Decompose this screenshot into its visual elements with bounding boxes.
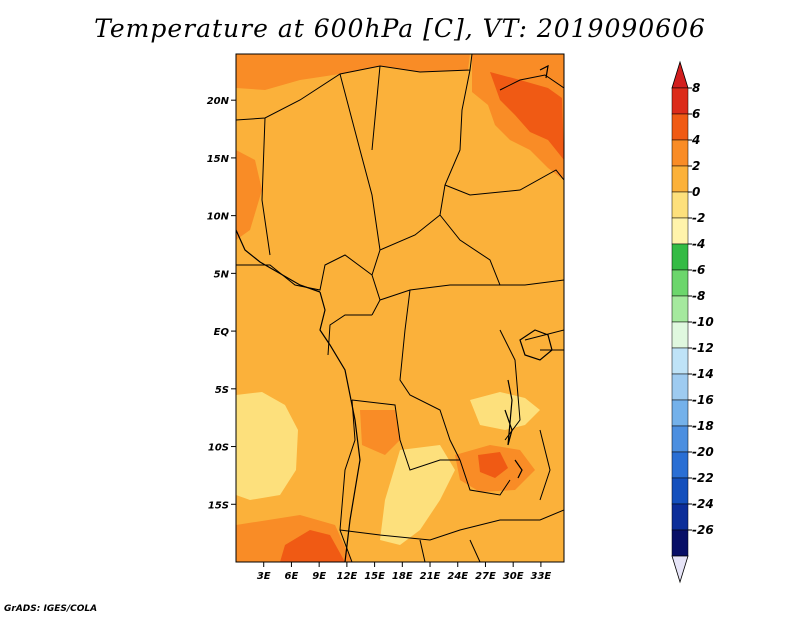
- hot-region-southwest-corner: [280, 530, 345, 562]
- lat-tick-label: EQ: [214, 327, 230, 338]
- warm-region-northeast-core: [490, 72, 564, 160]
- colorbar-segment: [671, 503, 689, 531]
- colorbar-segment: [671, 165, 689, 193]
- colorbar-segment: [671, 529, 689, 557]
- country-borders: [236, 54, 564, 562]
- chart-title: Temperature at 600hPa [C], VT: 201909060…: [94, 14, 706, 43]
- lat-tick-label: 10N: [207, 212, 230, 223]
- colorbar-label: -16: [692, 393, 714, 407]
- colorbar-segment: [671, 321, 689, 349]
- colorbar-segment: [671, 295, 689, 323]
- colorbar-label: 4: [691, 133, 700, 147]
- colorbar-segment: [671, 191, 689, 219]
- colorbar-lower-triangle: [671, 555, 689, 584]
- colorbar-segment: [671, 87, 689, 115]
- coastlines-and-lakes: [236, 64, 553, 562]
- lon-tick-label: 6E: [285, 571, 299, 582]
- colorbar-segment: [671, 425, 689, 453]
- colorbar-segment: [671, 477, 689, 505]
- colorbar-label: -24: [692, 497, 714, 511]
- colorbar-segment: [671, 451, 689, 479]
- warm-region-south-central: [360, 410, 400, 455]
- colorbar-segment: [671, 347, 689, 375]
- lat-tick-label: 10S: [208, 443, 229, 454]
- colorbar-segment: [671, 373, 689, 401]
- warm-region-north: [236, 54, 470, 90]
- colorbar-label: -4: [692, 237, 705, 251]
- colorbar-segment: [671, 217, 689, 245]
- colorbar-label: 6: [692, 107, 700, 121]
- lon-tick-label: 21E: [420, 571, 441, 582]
- colorbar-segment: [671, 399, 689, 427]
- lat-tick-label: 20N: [207, 96, 230, 107]
- lon-tick-label: 30E: [503, 571, 524, 582]
- colorbar-label: 2: [692, 159, 700, 173]
- colorbar-label: 8: [692, 81, 700, 95]
- footer-credit: GrADS: IGES/COLA: [4, 604, 98, 614]
- lon-tick-label: 33E: [531, 571, 552, 582]
- lon-tick-label: 12E: [336, 571, 357, 582]
- colorbar-label: -6: [692, 263, 705, 277]
- colorbar-label: -8: [692, 289, 705, 303]
- colorbar-label: -10: [692, 315, 714, 329]
- hot-spot-southeast: [478, 452, 508, 478]
- lat-tick-label: 15N: [207, 154, 230, 165]
- lon-tick-label: 27E: [475, 571, 496, 582]
- cool-region-south: [380, 445, 455, 545]
- colorbar-segment: [671, 139, 689, 167]
- lat-tick-label: 5N: [214, 269, 230, 280]
- colorbar-label: -20: [692, 445, 714, 459]
- lon-tick-label: 15E: [364, 571, 385, 582]
- colorbar-label: -12: [692, 341, 714, 355]
- colorbar-label: -26: [692, 523, 714, 537]
- lat-tick-label: 5S: [215, 385, 229, 396]
- colorbar-segment: [671, 113, 689, 141]
- colorbar-segment: [671, 269, 689, 297]
- colorbar-segment: [671, 243, 689, 271]
- longitude-axis: 3E 6E 9E 12E 15E 18E 21E 24E 27E 30E 33E: [257, 562, 552, 582]
- warm-region-west: [236, 150, 262, 240]
- lon-tick-label: 9E: [312, 571, 326, 582]
- lat-tick-label: 15S: [208, 500, 229, 511]
- latitude-axis: 20N 15N 10N 5N EQ 5S 10S 15S: [207, 96, 236, 511]
- colorbar: 8 6 4 2 0 -2 -4 -6 -8 -10 -12 -14 -16 -18 -20 -22 -24 -26: [671, 60, 714, 584]
- lon-tick-label: 3E: [257, 571, 271, 582]
- map-frame: [235, 53, 565, 563]
- lon-tick-label: 18E: [392, 571, 413, 582]
- colorbar-label: 0: [692, 185, 700, 199]
- temperature-field: [236, 54, 564, 562]
- lon-tick-label: 24E: [447, 571, 468, 582]
- colorbar-label: -22: [692, 471, 714, 485]
- colorbar-label: -2: [692, 211, 705, 225]
- colorbar-upper-triangle: [671, 60, 689, 89]
- colorbar-label: -14: [692, 367, 714, 381]
- cool-region-southwest: [236, 392, 298, 500]
- colorbar-label: -18: [692, 419, 714, 433]
